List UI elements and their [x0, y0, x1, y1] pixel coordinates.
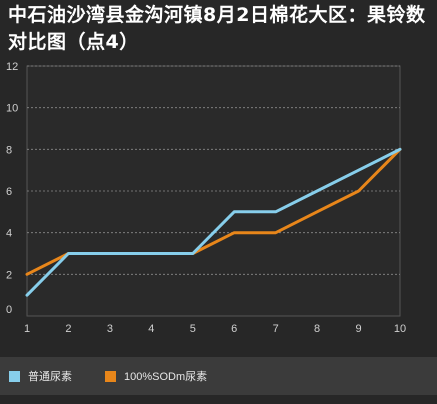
legend-item-series-1[interactable]: 普通尿素 [9, 368, 72, 384]
legend-swatch-series-2 [105, 370, 116, 382]
legend-label-series-1: 普通尿素 [28, 371, 72, 383]
x-tick-label-9: 9 [355, 323, 361, 335]
y-tick-label-6: 6 [6, 186, 12, 198]
y-tick-label-4: 4 [6, 228, 12, 240]
y-tick-label-8: 8 [6, 144, 12, 156]
y-tick-label-12: 12 [6, 61, 18, 73]
bottom-strip [0, 395, 437, 404]
x-tick-label-5: 5 [190, 323, 196, 335]
y-tick-label-2: 2 [6, 269, 12, 281]
x-tick-label-7: 7 [273, 323, 279, 335]
legend-label-series-2: 100%SODm尿素 [124, 371, 208, 383]
legend: 普通尿素 100%SODm尿素 [0, 357, 437, 395]
legend-item-series-2[interactable]: 100%SODm尿素 [105, 368, 207, 384]
x-tick-label-3: 3 [107, 323, 113, 335]
x-tick-label-10: 10 [394, 323, 406, 335]
series-line-1 [25, 147, 402, 297]
plot-area [26, 65, 401, 317]
y-tick-label-10: 10 [6, 103, 18, 115]
x-tick-label-6: 6 [231, 323, 237, 335]
x-tick-label-8: 8 [314, 323, 320, 335]
y-tick-label-0: 0 [6, 304, 12, 316]
x-tick-label-4: 4 [148, 323, 154, 335]
legend-swatch-series-1 [9, 370, 20, 382]
chart-title: 中石油沙湾县金沟河镇8月2日棉花大区：果铃数对比图（点4） [8, 4, 426, 53]
x-tick-label-2: 2 [65, 323, 71, 335]
x-tick-label-1: 1 [24, 323, 30, 335]
